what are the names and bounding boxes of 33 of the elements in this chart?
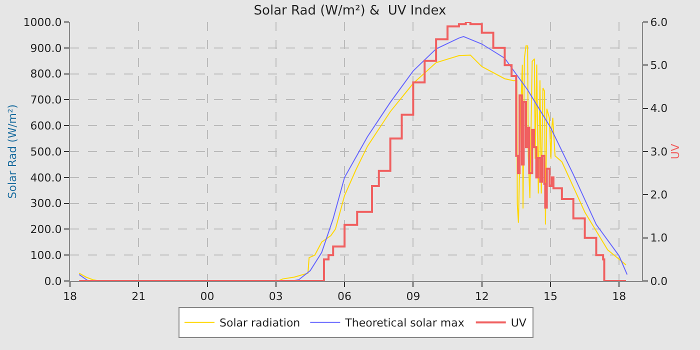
legend-label: UV [510, 316, 527, 330]
y2-tick-label: 2.0 [650, 188, 668, 202]
x-tick-label: 03 [268, 290, 283, 304]
x-tick-label: 15 [543, 290, 558, 304]
x-tick-label: 12 [474, 290, 489, 304]
y2-tick-label: 0.0 [650, 274, 668, 288]
x-tick-label: 18 [612, 290, 626, 304]
y2-tick-label: 4.0 [650, 102, 668, 116]
legend-label: Solar radiation [220, 316, 300, 330]
y2-tick-label: 5.0 [650, 59, 668, 72]
y-tick-label: 600.0 [30, 119, 62, 132]
x-tick-label: 06 [338, 290, 352, 304]
y2-axis-title: UV [668, 143, 682, 160]
chart-title: Solar Rad (W/m²) & UV Index [254, 3, 447, 18]
y-tick-label: 800.0 [30, 68, 62, 81]
y-tick-label: 700.0 [30, 94, 62, 107]
x-tick-label: 21 [132, 290, 146, 304]
x-tick-label: 00 [200, 290, 214, 304]
y2-tick-label: 3.0 [650, 145, 668, 158]
legend-label: Theoretical solar max [344, 316, 465, 330]
y-tick-label: 900.0 [30, 42, 62, 55]
y-tick-label: 1000.0 [23, 16, 62, 29]
y-tick-label: 400.0 [30, 171, 62, 184]
y2-tick-label: 6.0 [650, 16, 668, 29]
y-tick-label: 500.0 [30, 145, 62, 158]
y2-tick-label: 1.0 [650, 232, 668, 245]
y-tick-label: 100.0 [30, 248, 62, 262]
y-tick-label: 200.0 [30, 223, 62, 236]
x-tick-label: 09 [406, 290, 420, 304]
y-tick-label: 0.0 [44, 274, 62, 288]
y-axis-title: Solar Rad (W/m²) [6, 104, 19, 199]
y-tick-label: 300.0 [30, 197, 62, 210]
x-tick-label: 18 [63, 290, 77, 304]
